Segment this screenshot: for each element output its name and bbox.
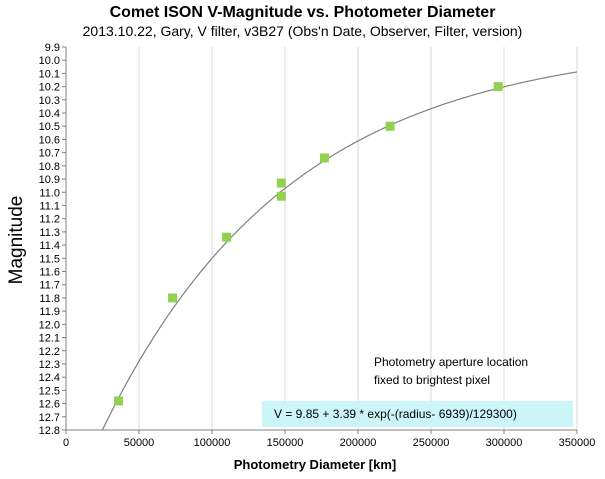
y-tick-label: 10.7 [39,148,60,160]
annotation-note-line1: Photometry aperture location [374,355,529,369]
x-tick-label: 250000 [413,437,450,449]
y-tick-label: 9.9 [45,42,60,54]
y-tick-label: 11.3 [39,227,60,239]
fit-formula-text: V = 9.85 + 3.39 * exp(-(radius- 6939)/12… [274,407,517,421]
y-tick-label: 10.6 [39,134,60,146]
y-tick-label: 11.5 [39,253,60,265]
y-tick-label: 10.8 [39,161,60,173]
y-tick-label: 12.2 [39,346,60,358]
y-tick-label: 10.2 [39,82,60,94]
x-tick-label: 350000 [559,437,596,449]
y-tick-label: 12.7 [39,412,60,424]
y-tick-label: 12.4 [39,372,60,384]
x-tick-label: 200000 [340,437,377,449]
x-tick-label: 0 [63,437,69,449]
y-tick-label: 11.7 [39,280,60,292]
y-tick-label: 11.9 [39,306,60,318]
data-point [168,293,178,303]
data-point [114,396,124,406]
y-tick-label: 10.1 [39,68,60,80]
data-point [276,178,286,188]
x-axis-label: Photometry Diameter [km] [233,457,397,472]
data-point [276,191,286,201]
fit-formula-box: V = 9.85 + 3.39 * exp(-(radius- 6939)/12… [262,401,573,427]
y-tick-label: 12.1 [39,333,60,345]
data-point [493,82,503,92]
y-tick-label: 12.5 [39,385,60,397]
y-tick-label: 12.8 [39,425,60,437]
x-tick-label: 50000 [124,437,155,449]
x-tick-label: 100000 [194,437,231,449]
y-tick-label: 10.4 [39,108,60,120]
x-tick-label: 300000 [486,437,523,449]
y-tick-label: 10.5 [39,121,60,133]
data-point [222,232,232,242]
y-tick-label: 12.0 [39,319,60,331]
y-tick-label: 11.6 [39,267,60,279]
y-tick-label: 11.8 [39,293,60,305]
data-point [385,121,395,131]
data-point [319,153,329,163]
chart-title: Comet ISON V-Magnitude vs. Photometer Di… [109,4,496,21]
y-tick-label: 11.2 [39,214,60,226]
annotation-note-line2: fixed to brightest pixel [374,373,491,387]
y-tick-label: 12.6 [39,399,60,411]
y-tick-label: 10.3 [39,95,60,107]
y-tick-label: 11.4 [39,240,60,252]
y-tick-label: 10.0 [39,55,60,67]
y-tick-label: 10.9 [39,174,60,186]
y-tick-label: 12.3 [39,359,60,371]
y-tick-label: 11.1 [39,200,60,212]
annotation-note: Photometry aperture location fixed to br… [374,353,528,389]
chart-subtitle: 2013.10.22, Gary, V filter, v3B27 (Obs'n… [82,23,523,39]
y-tick-label: 11.0 [39,187,60,199]
x-tick-label: 150000 [267,437,304,449]
